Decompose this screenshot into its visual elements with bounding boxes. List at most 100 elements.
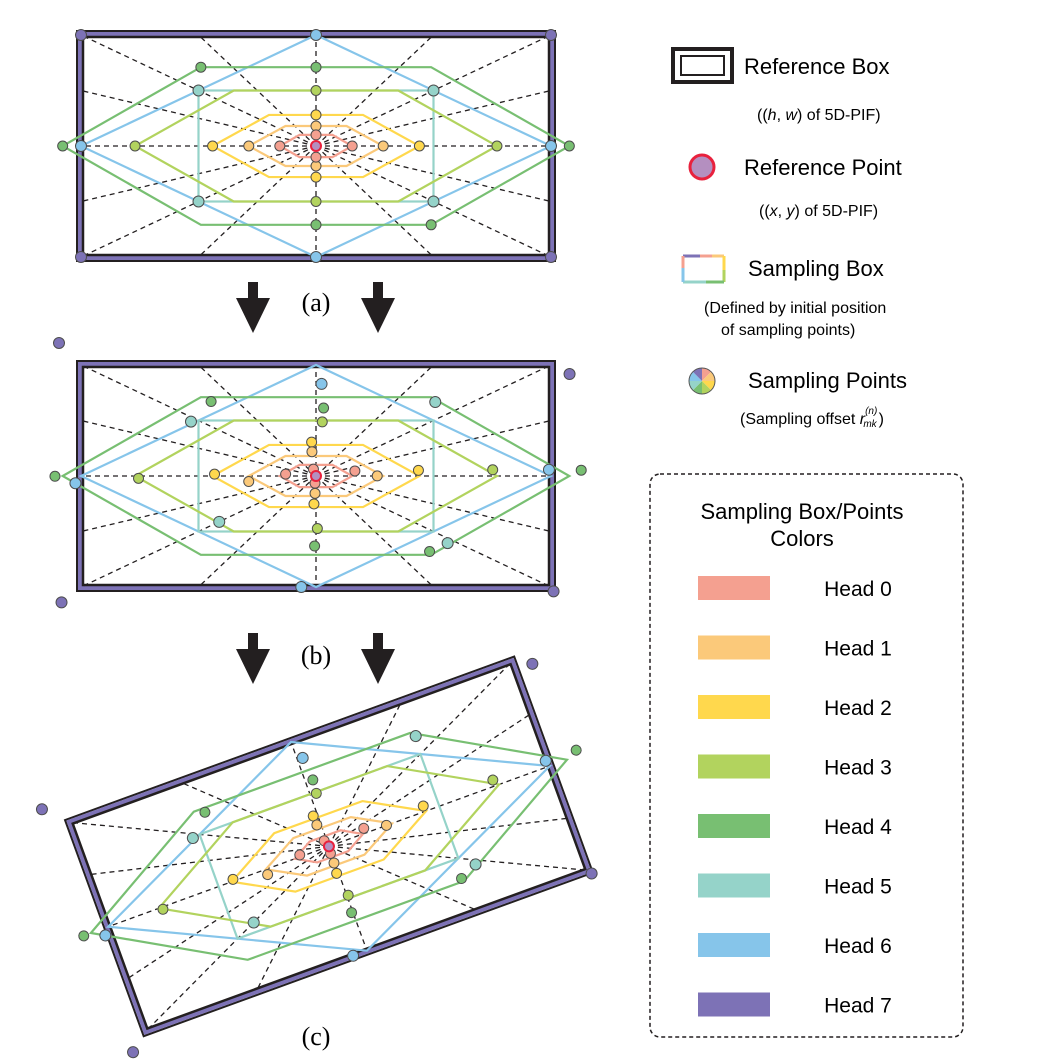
sampling-point-head-0 [280, 468, 292, 480]
sampling-point-head-6 [99, 929, 112, 942]
sampling-point-head-0 [346, 140, 358, 152]
sampling-point-head-5 [247, 916, 260, 929]
sampling-point-head-6 [310, 251, 322, 263]
head-1-box [246, 454, 386, 498]
reference-point [310, 470, 322, 482]
legend-reference-box: Reference Box ((h, w) of 5D-PIF) [671, 47, 890, 124]
sampling-point-head-1 [377, 140, 389, 152]
sampling-point-head-4 [310, 61, 322, 73]
head-label-7: Head 7 [824, 995, 892, 1018]
pie-slice [702, 381, 715, 391]
legend-sampling-box-title: Sampling Box [748, 256, 884, 281]
sampling-point-head-0 [274, 140, 286, 152]
head-swatch-2 [698, 695, 770, 719]
head-row-3: Head 3 [698, 754, 892, 780]
legend-sampling-box-line2: of sampling points) [721, 322, 855, 339]
sampling-point-head-3 [310, 196, 322, 207]
sampling-point-head-3 [133, 472, 145, 484]
sampling-point-head-3 [487, 774, 499, 786]
sampling-point-head-2 [412, 464, 424, 476]
head-2-box [229, 799, 429, 893]
sampling-point-head-0 [310, 151, 322, 163]
sampling-point-head-6 [347, 949, 360, 962]
arrow-b-right [361, 633, 395, 684]
sampling-points-pie-icon [688, 367, 716, 395]
legend-sampling-box: Sampling Box (Defined by initial positio… [681, 254, 886, 339]
legend-reference-box-title: Reference Box [744, 54, 890, 79]
reference-point [322, 840, 335, 853]
head-swatch-7 [698, 992, 770, 1017]
head-swatch-0 [698, 576, 770, 600]
pie-slice [692, 381, 702, 394]
head-6-box [78, 363, 554, 589]
head-2-box [210, 443, 422, 509]
sampling-point-head-7 [547, 585, 560, 598]
sampling-point-head-4 [456, 873, 468, 885]
head-0-box [292, 829, 366, 864]
head-swatch-3 [698, 754, 770, 779]
head-4-box [60, 396, 572, 556]
sampling-point-head-4 [49, 470, 61, 482]
sampling-point-head-1 [262, 869, 274, 881]
sampling-point-head-4 [346, 907, 358, 919]
sampling-box-icon [681, 254, 726, 284]
sampling-point-head-0 [349, 465, 361, 477]
arrow-a-right [361, 282, 395, 333]
sampling-point-head-6 [545, 140, 557, 152]
head-label-5: Head 5 [824, 876, 892, 899]
sampling-point-head-5 [427, 84, 440, 97]
sampling-point-head-2 [417, 800, 429, 812]
panel-b [49, 337, 587, 609]
sampling-point-head-3 [487, 464, 499, 476]
sampling-point-head-7 [75, 29, 87, 41]
legend-reference-point: Reference Point ((x, y) of 5D-PIF) [688, 153, 902, 220]
head-swatch-1 [698, 635, 770, 660]
sampling-point-head-1 [311, 819, 323, 831]
head-6-box [105, 740, 553, 952]
sampling-point-head-4 [199, 806, 211, 818]
pie-slice [702, 381, 712, 394]
sampling-point-head-2 [413, 140, 425, 152]
sampling-point-head-4 [195, 61, 207, 73]
head-3-box [132, 419, 500, 533]
head-label-3: Head 3 [824, 757, 892, 780]
head-label-2: Head 2 [824, 697, 892, 720]
sampling-point-head-4 [309, 540, 321, 552]
head-0-box [277, 463, 355, 489]
head-swatch-4 [698, 814, 770, 838]
sampling-point-head-7 [563, 368, 576, 381]
sampling-point-head-4 [570, 744, 582, 756]
legend-sampling-points-title: Sampling Points [748, 368, 907, 393]
sampling-point-head-4 [57, 140, 69, 152]
sampling-point-head-4 [575, 464, 587, 476]
sampling-point-head-7 [545, 251, 557, 263]
sampling-point-head-2 [310, 171, 322, 183]
sampling-point-head-1 [243, 476, 255, 488]
legend-reference-box-sub: ((h, w) of 5D-PIF) [757, 107, 881, 124]
sampling-point-head-6 [69, 477, 82, 490]
sampling-point-head-7 [545, 29, 557, 41]
sampling-point-head-5 [469, 858, 482, 871]
reference-box-outer [63, 655, 595, 1038]
sampling-point-head-7 [585, 867, 598, 880]
sampling-point-head-3 [310, 85, 322, 96]
reference-box-outer [76, 360, 556, 592]
head-swatch-5 [698, 873, 770, 898]
sampling-point-head-6 [542, 463, 555, 476]
pie-slice [692, 368, 702, 381]
legend-reference-point-title: Reference Point [744, 155, 902, 180]
sampling-point-head-3 [129, 140, 141, 152]
caption-b: (b) [301, 641, 331, 670]
sampling-point-head-6 [310, 29, 322, 41]
head-swatch-6 [698, 933, 770, 957]
sampling-point-head-0 [310, 129, 322, 141]
sampling-point-head-7 [127, 1046, 140, 1059]
colors-box-title-line2: Colors [770, 526, 834, 551]
sampling-point-head-2 [209, 468, 221, 480]
head-row-2: Head 2 [698, 695, 892, 720]
sampling-point-head-3 [316, 416, 328, 428]
sampling-point-head-1 [380, 819, 392, 831]
sampling-point-head-2 [207, 140, 219, 152]
legend-sampling-box-line1: (Defined by initial position [704, 300, 886, 317]
